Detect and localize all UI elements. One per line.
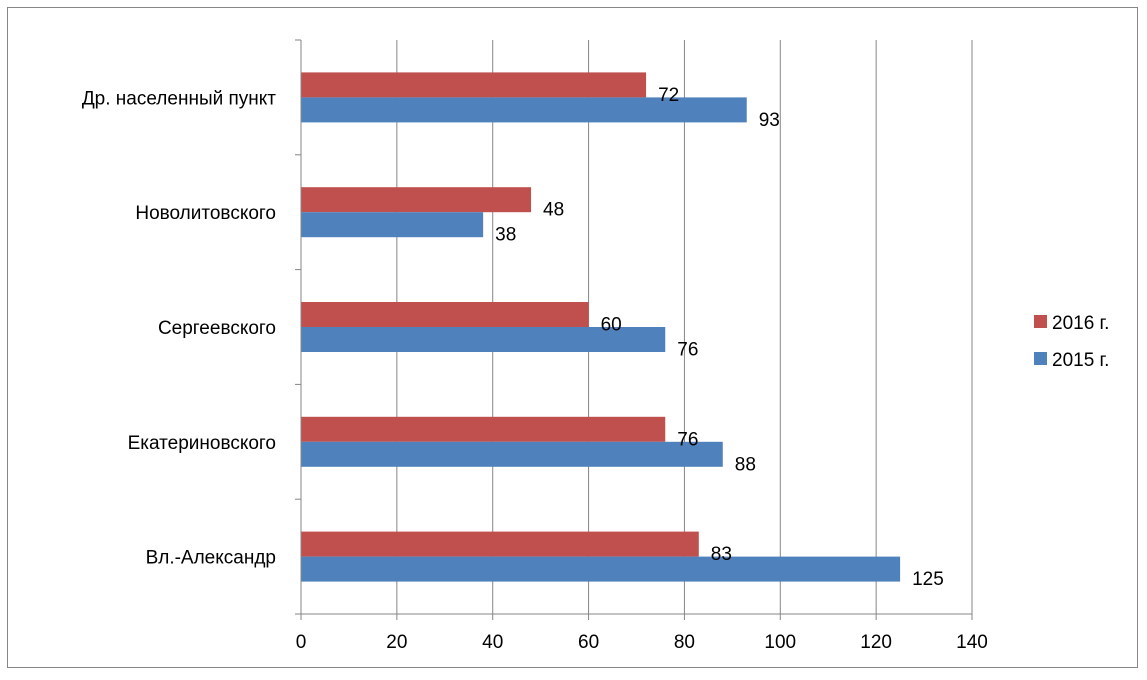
data-label: 93 <box>759 110 780 131</box>
bar <box>301 416 666 442</box>
data-label: 72 <box>658 85 679 106</box>
category-label: Екатериновского <box>128 433 276 454</box>
category-label: Сергеевского <box>158 318 276 339</box>
x-tick-label: 0 <box>296 632 307 653</box>
data-label: 60 <box>601 315 622 336</box>
bar <box>301 441 723 467</box>
x-tick-label: 80 <box>674 632 695 653</box>
legend: 2016 г. 2015 г. <box>1034 313 1109 371</box>
legend-label: 2016 г. <box>1052 313 1109 334</box>
data-label: 48 <box>543 200 564 221</box>
bars <box>301 72 901 582</box>
x-tick-label: 60 <box>578 632 599 653</box>
bar <box>301 531 699 557</box>
category-label: Новолитовского <box>135 203 276 224</box>
data-label: 38 <box>495 225 516 246</box>
data-label: 83 <box>711 544 732 565</box>
category-label: Др. населенный пункт <box>82 88 276 109</box>
data-label: 125 <box>912 569 944 590</box>
x-tick-label: 40 <box>482 632 503 653</box>
axes: 0 20 40 60 80 100 120 140 Вл.-Александр Екатерино… <box>82 39 988 653</box>
legend-swatch <box>1034 352 1047 365</box>
data-labels: 83 125 76 88 60 76 48 38 72 93 <box>495 85 944 590</box>
x-tick-label: 120 <box>860 632 892 653</box>
data-label: 76 <box>677 340 698 361</box>
bar <box>301 97 747 123</box>
gridlines <box>396 40 973 614</box>
category-label: Вл.-Александр <box>146 548 276 569</box>
legend-label: 2015 г. <box>1052 350 1109 371</box>
x-tick-label: 20 <box>386 632 407 653</box>
bar <box>301 212 484 238</box>
x-tick-label: 140 <box>956 632 988 653</box>
bar <box>301 302 589 327</box>
legend-swatch <box>1034 315 1047 328</box>
data-label: 76 <box>677 429 698 450</box>
bar <box>301 327 666 352</box>
x-tick-label: 100 <box>764 632 796 653</box>
data-label: 88 <box>735 454 756 475</box>
bar <box>301 72 647 98</box>
bar <box>301 187 532 213</box>
bar <box>301 556 901 582</box>
